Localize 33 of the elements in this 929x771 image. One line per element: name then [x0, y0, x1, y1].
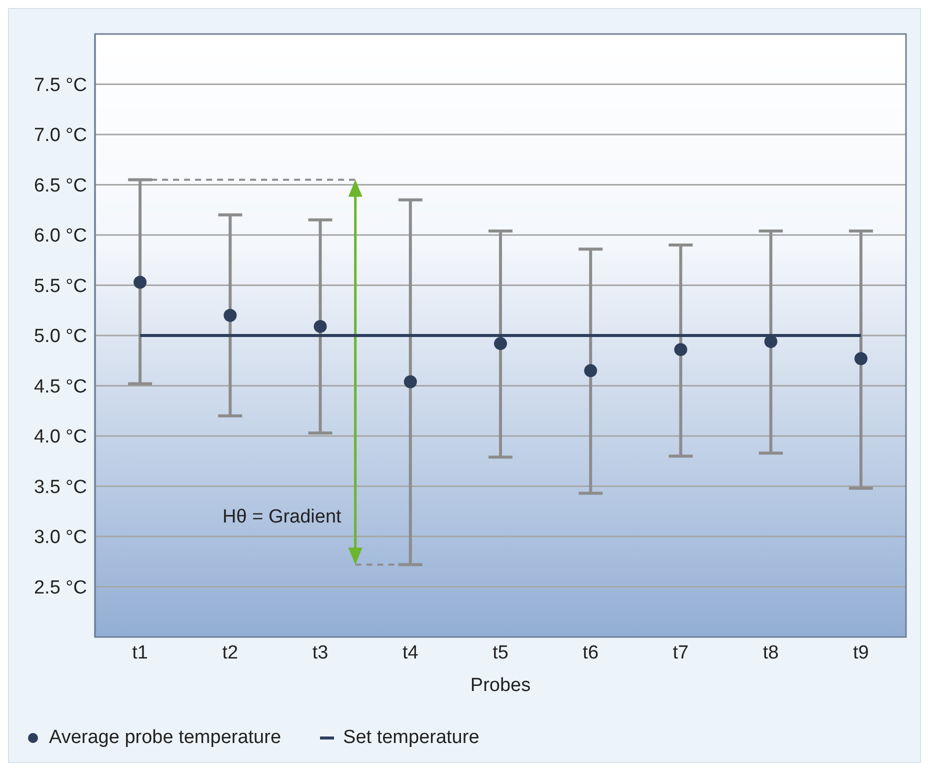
- x-tick-label: t9: [853, 642, 869, 664]
- point: [494, 337, 507, 350]
- x-tick-label: t7: [672, 642, 689, 664]
- point: [314, 320, 327, 333]
- legend-label: Set temperature: [343, 727, 480, 749]
- point: [764, 335, 778, 348]
- x-tick-label: t6: [582, 642, 599, 664]
- point: [134, 276, 147, 289]
- legend-label: Average probe temperature: [49, 727, 282, 749]
- point: [674, 343, 688, 356]
- y-tick-label: 4.0 °C: [34, 426, 87, 448]
- point: [854, 352, 868, 366]
- x-tick-label: t1: [132, 642, 148, 664]
- y-tick-label: 2.5 °C: [34, 577, 87, 598]
- y-tick-label: 3.0 °C: [34, 527, 87, 548]
- x-axis-title: Probes: [470, 675, 531, 696]
- y-tick-label: 5.5 °C: [34, 276, 87, 297]
- point: [224, 308, 237, 322]
- y-tick-label: 3.5 °C: [34, 476, 87, 498]
- x-tick-label: t4: [402, 642, 419, 664]
- x-tick-label: t2: [222, 642, 238, 664]
- y-tick-label: 7.0 °C: [34, 125, 87, 146]
- y-tick-label: 6.0 °C: [34, 226, 87, 247]
- y-tick-label: 6.5 °C: [34, 175, 87, 196]
- x-tick-label: t3: [312, 642, 328, 664]
- annotation: Hθ = Gradient: [222, 506, 342, 528]
- y-tick-label: 5.0 °C: [34, 326, 87, 348]
- x-tick-label: t5: [492, 642, 508, 664]
- point: [584, 364, 598, 378]
- x-tick-label: t8: [762, 642, 779, 664]
- point: [404, 375, 417, 388]
- y-tick-label: 7.5 °C: [34, 74, 87, 96]
- y-tick-label: 4.5 °C: [34, 376, 87, 398]
